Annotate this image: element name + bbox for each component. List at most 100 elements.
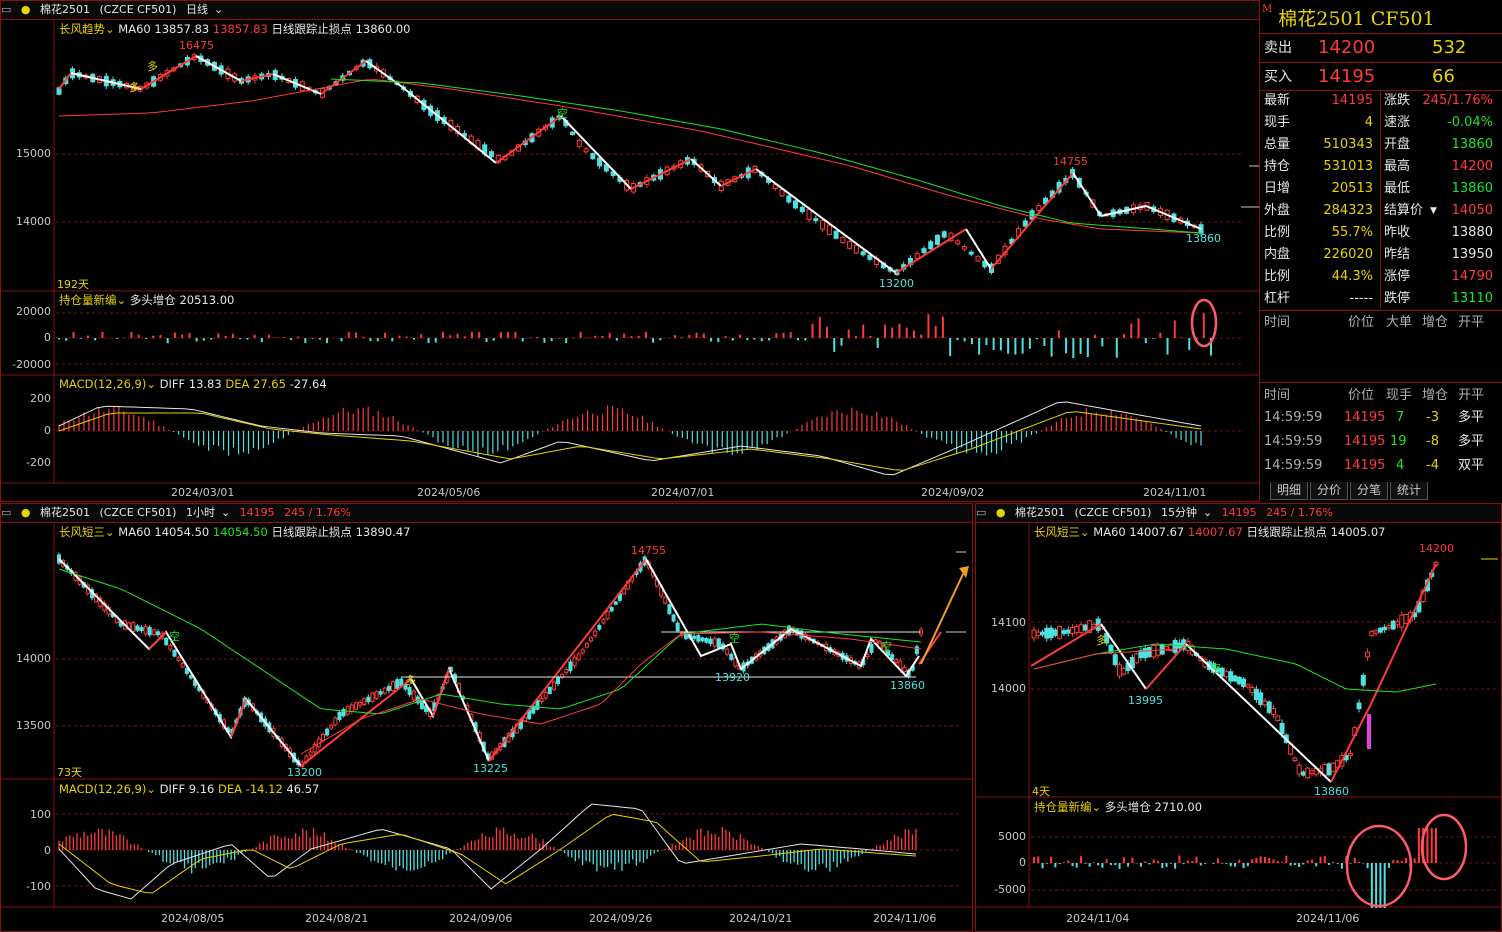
quote-panel: M 棉花2501 CF501 卖出 14200 532 买入 14195 66 … (1259, 0, 1502, 500)
candle-body (1377, 627, 1383, 633)
candle-body (488, 151, 494, 158)
daily-code: (CZCE CF501) (99, 3, 177, 16)
chevron-down-icon[interactable]: ⌄ (146, 782, 156, 796)
candle-body (1036, 205, 1042, 211)
trend-line (560, 115, 632, 190)
hourly-kong-marker-3: 空 (881, 640, 892, 653)
hourly-chart-canvas[interactable] (1, 504, 973, 932)
min15-chart-panel[interactable]: ▭ ● 棉花2501 (CZCE CF501) 15分钟 ⌄ 14195 245 … (975, 503, 1502, 932)
chevron-down-icon[interactable]: ⌄ (220, 506, 231, 519)
candle-body (320, 733, 325, 741)
candle-body (696, 634, 701, 642)
chevron-down-icon[interactable]: ⌄ (1080, 525, 1090, 539)
sell-label: 卖出 (1264, 40, 1292, 56)
candle-body (1403, 613, 1409, 624)
min15-price: 14195 (1221, 506, 1257, 519)
chevron-down-icon[interactable]: ⌄ (1091, 800, 1102, 814)
hourly-macd-title[interactable]: MACD(12,26,9) (59, 782, 147, 796)
candle-body (1065, 629, 1071, 634)
daily-xlabel-4: 2024/09/02 (921, 486, 985, 499)
candle-body (374, 691, 379, 699)
candle-body (1266, 701, 1272, 713)
candle-body (1330, 762, 1336, 772)
candle-body (382, 687, 387, 694)
daily-chart-canvas[interactable] (1, 1, 1260, 502)
candle-body (1223, 671, 1229, 678)
chevron-down-icon[interactable]: ⌄ (213, 3, 224, 16)
candle-body (1305, 767, 1311, 779)
hourly-xlabel-1: 2024/08/05 (161, 912, 225, 925)
candle-body (1236, 676, 1242, 685)
sell-row: 卖出 14200 532 (1260, 33, 1502, 62)
candle-body (1108, 644, 1114, 654)
chevron-down-icon[interactable]: ⌄ (116, 293, 127, 307)
min15-oi-ylabel-3: -5000 (994, 883, 1026, 896)
candle-body (869, 644, 874, 653)
candle-body (583, 148, 589, 153)
daily-macd-row: MACD(12,26,9)⌄ DIFF 13.83 DEA 27.65 -27.… (59, 377, 327, 391)
candle-body (1258, 692, 1264, 705)
chevron-down-icon[interactable]: ⌄ (105, 525, 115, 539)
candle-body (180, 662, 185, 668)
chevron-down-icon[interactable]: ⌄ (1202, 506, 1213, 519)
dot-icon: ● (995, 506, 1006, 519)
candle-body (1082, 624, 1088, 631)
chevron-down-icon[interactable]: ▼ (1430, 206, 1437, 216)
min15-ma60-label: MA60 14007.67 (1093, 525, 1185, 539)
tab-stats[interactable]: 统计 (1390, 482, 1429, 500)
trend-line (365, 60, 497, 164)
bigorder-header: 时间 价位 大单 增仓 开平 (1264, 315, 1485, 330)
daily-indicator-name[interactable]: 长风趋势 (59, 22, 105, 36)
min15-oi-ylabel-1: 5000 (998, 830, 1026, 843)
candle-body (535, 699, 540, 710)
candle-body (968, 251, 974, 255)
trend-line (195, 55, 242, 82)
candle-body (572, 656, 577, 667)
candle-body (333, 717, 338, 726)
min15-chart-canvas[interactable] (976, 504, 1502, 932)
hourly-price: 14195 (239, 506, 275, 519)
candle-body (411, 690, 416, 701)
candle-body (341, 708, 346, 717)
candle-body (886, 650, 891, 656)
candle-body (921, 248, 927, 254)
tab-tick[interactable]: 分笔 (1350, 482, 1389, 500)
candle-body (523, 717, 528, 722)
min15-code: (CZCE CF501) (1074, 506, 1152, 519)
daily-chart-panel[interactable]: ▭ ● 棉花2501 (CZCE CF501) 日线 ⌄ 长风趋势⌄ MA60 1… (0, 0, 1260, 502)
tab-detail[interactable]: 明细 (1270, 482, 1309, 500)
tab-price[interactable]: 分价 (1310, 482, 1349, 500)
macd-diff-line (58, 401, 1202, 476)
daily-oi-title[interactable]: 持仓量新编 (59, 293, 117, 307)
candle-body (576, 653, 581, 661)
candle-body (975, 255, 981, 262)
window-toggle-icon[interactable]: ▭ (1, 506, 12, 519)
min15-period[interactable]: 15分钟 (1160, 506, 1197, 519)
candle-body (370, 692, 375, 702)
ma60-line (58, 568, 922, 715)
candle-body (337, 711, 342, 721)
candle-body (589, 637, 594, 642)
window-toggle-icon[interactable]: ▭ (1, 3, 12, 16)
ma60-line (1033, 643, 1437, 693)
min15-oi-title[interactable]: 持仓量新编 (1034, 800, 1092, 814)
hourly-ma60-value: 14054.50 (212, 525, 268, 539)
candle-body (1373, 630, 1379, 634)
daily-macd-title[interactable]: MACD(12,26,9) (59, 377, 147, 391)
chevron-down-icon[interactable]: ⌄ (105, 22, 115, 36)
hourly-period[interactable]: 1小时 (185, 506, 215, 519)
hourly-xlabel-5: 2024/10/21 (729, 912, 793, 925)
window-toggle-icon[interactable]: ▭ (976, 506, 987, 519)
chevron-down-icon[interactable]: ⌄ (146, 377, 156, 391)
daily-low-label: 13200 (879, 277, 914, 290)
candle-body (139, 627, 144, 632)
hourly-chart-panel[interactable]: ▭ ● 棉花2501 (CZCE CF501) 1小时 ⌄ 14195 245 /… (0, 503, 973, 932)
candle-body (1356, 702, 1362, 710)
candle-body (358, 701, 363, 706)
daily-period[interactable]: 日线 (185, 3, 208, 16)
hourly-indicator-name[interactable]: 长风短三 (59, 525, 105, 539)
min15-indicator-name[interactable]: 长风短三 (1034, 525, 1080, 539)
candle-body (914, 253, 920, 259)
candle-body (1365, 651, 1371, 658)
candle-body (1057, 626, 1063, 639)
